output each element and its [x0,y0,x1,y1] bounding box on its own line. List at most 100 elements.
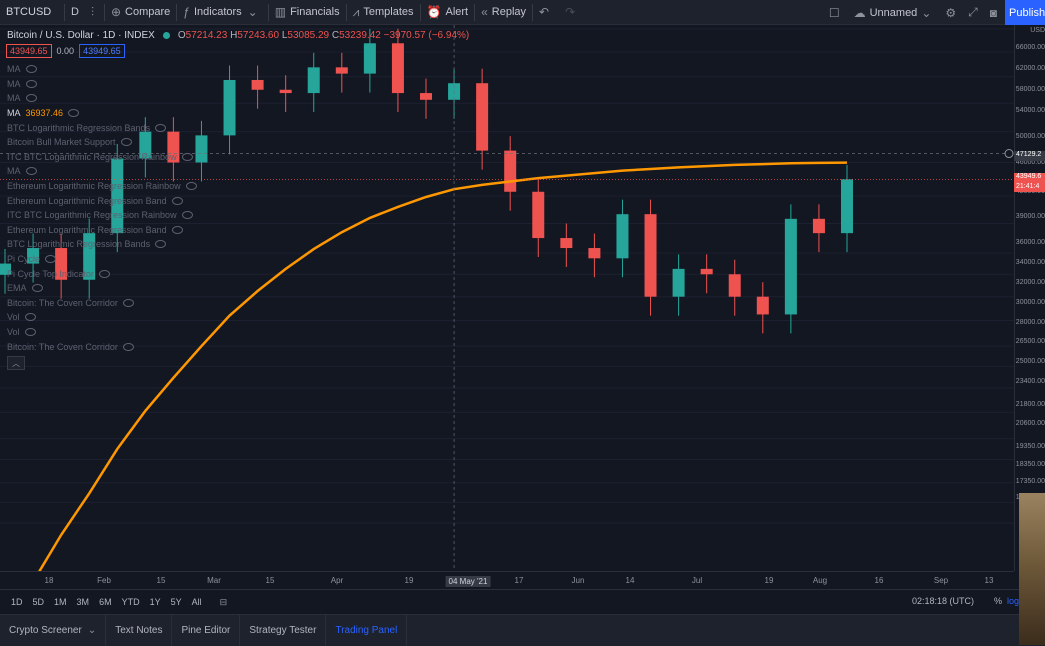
range-button[interactable]: 3M [76,597,90,607]
eye-icon[interactable] [98,269,110,278]
eye-icon[interactable] [171,196,183,205]
gear-icon[interactable]: ⚙ [945,5,957,20]
replay-button[interactable]: «Replay [475,0,532,25]
chart-style-button[interactable]: ⫶ [85,0,104,25]
redo-button[interactable]: ↷ [559,0,585,25]
sell-button[interactable]: 43949.65 [6,44,52,58]
time-tick-label: Aug [812,576,828,585]
undo-button[interactable]: ↶ [533,0,559,25]
range-button[interactable]: 1Y [149,597,161,607]
fullscreen-icon[interactable]: ⤢ [968,5,978,19]
bottom-tab[interactable]: Trading Panel [326,615,408,646]
add-alert-icon[interactable] [1004,149,1014,159]
price-tick-label: 36000.00 [1015,239,1045,246]
indicator-row[interactable]: MA [7,164,197,179]
indicator-row[interactable]: Bitcoin Bull Market Support [7,135,197,150]
eye-icon[interactable] [25,79,37,88]
indicator-row[interactable]: BTC Logarithmic Regression Bands [7,237,197,252]
candle-body [644,214,657,297]
time-tick-label: 15 [156,576,166,585]
indicator-row[interactable]: Bitcoin: The Coven Corridor [7,296,197,311]
symbol-search[interactable]: BTCUSD [6,6,52,18]
utc-clock[interactable]: 02:18:18 (UTC) [911,596,974,606]
candle-body [335,67,348,74]
buy-button[interactable]: 43949.65 [79,44,125,58]
eye-icon[interactable] [31,284,43,293]
indicator-row[interactable]: Ethereum Logarithmic Regression Band [7,223,197,238]
time-tick-label: 14 [625,576,635,585]
financials-button[interactable]: ▥ Financials [269,0,346,25]
indicator-row[interactable]: Ethereum Logarithmic Regression Rainbow [7,179,197,194]
layout-selector[interactable]: ☁ Unnamed ⌄ [852,0,938,25]
range-button[interactable]: All [191,597,202,607]
time-tick-label: Sep [933,576,949,585]
indicator-row[interactable]: MA [7,91,197,106]
eye-icon[interactable] [24,327,36,336]
bottom-tab[interactable]: Text Notes [106,615,173,646]
indicator-row[interactable]: Vol [7,310,197,325]
indicator-name: Ethereum Logarithmic Regression Band [7,195,167,206]
range-button[interactable]: YTD [121,597,140,607]
indicator-row[interactable]: Vol [7,325,197,340]
indicator-row[interactable]: Pi Cycle [7,252,197,267]
bar-chart-icon: ▥ [274,5,287,19]
log-scale-button[interactable]: log [1006,596,1019,606]
eye-icon[interactable] [185,182,197,191]
eye-icon[interactable] [171,225,183,234]
indicator-name: ITC BTC Logarithmic Regression Rainbow [7,151,177,162]
candle-body [0,263,11,275]
eye-icon[interactable] [122,342,134,351]
eye-icon[interactable] [68,109,80,118]
collapse-legend-button[interactable]: ︿ [7,356,25,370]
square-icon[interactable]: ☐ [828,5,840,20]
bottom-tab[interactable]: Pine Editor [172,615,241,646]
camera-icon[interactable]: ◙ [989,5,997,20]
candles-icon: ⫶ [90,4,94,19]
eye-icon[interactable] [155,240,167,249]
indicator-row[interactable]: BTC Logarithmic Regression Bands [7,120,197,135]
indicator-row[interactable]: MA [7,77,197,92]
indicators-button[interactable]: ƒ Indicators ⌄ [177,0,267,25]
indicator-row[interactable]: Pi Cycle Top Indicator [7,266,197,281]
eye-icon[interactable] [181,211,193,220]
indicator-row[interactable]: ITC BTC Logarithmic Regression Rainbow [7,208,197,223]
range-button[interactable]: 5D [32,597,45,607]
price-chart[interactable] [0,25,1045,571]
eye-icon[interactable] [120,138,132,147]
bottom-tab[interactable]: Crypto Screener ⌄ [0,615,107,646]
indicator-row[interactable]: ITC BTC Logarithmic Regression Rainbow [7,150,197,165]
indicator-name: ITC BTC Logarithmic Regression Rainbow [7,210,177,221]
goto-date-icon[interactable]: ⊟ [219,596,228,607]
range-button[interactable]: 1D [11,597,23,607]
eye-icon[interactable] [25,167,37,176]
eye-icon[interactable] [25,94,37,103]
range-button[interactable]: 6M [99,597,112,607]
eye-icon[interactable] [24,313,36,322]
range-button[interactable]: 5Y [170,597,182,607]
bottom-tab[interactable]: Strategy Tester [240,615,327,646]
replay-label: Replay [491,6,527,18]
candle-body [223,79,236,136]
eye-icon[interactable] [122,298,134,307]
publish-button[interactable]: Publish [1005,0,1045,25]
range-button[interactable]: 1M [54,597,67,607]
eye-icon[interactable] [45,255,57,264]
compare-button[interactable]: ⊕ Compare [105,0,176,25]
time-axis[interactable]: 18 Feb 15 Mar 15 Apr 19 04 May '21 17 Jun 14 Jul 19 A… [0,571,1014,590]
candle-body [784,218,797,315]
price-axis[interactable]: USD 66000.00 62000.00 58000.00 54000.00 5000… [1014,25,1045,571]
eye-icon[interactable] [181,152,193,161]
indicator-row[interactable]: EMA [7,281,197,296]
eye-icon[interactable] [25,65,37,74]
eye-icon[interactable] [155,123,167,132]
alert-button[interactable]: ⏰ Alert [421,0,475,25]
interval-button[interactable]: D [71,6,79,18]
crosshair-price-tag: 47129.2 [1014,151,1045,161]
percent-scale-button[interactable]: % [993,596,1002,606]
indicator-row[interactable]: Ethereum Logarithmic Regression Band [7,193,197,208]
templates-button[interactable]: ⩘ Templates [347,0,420,25]
indicator-row[interactable]: Bitcoin: The Coven Corridor [7,339,197,354]
indicator-row[interactable]: MA 36937.46 [7,106,197,121]
price-tick-label: 54000.00 [1015,107,1045,114]
indicator-row[interactable]: MA [7,62,197,77]
